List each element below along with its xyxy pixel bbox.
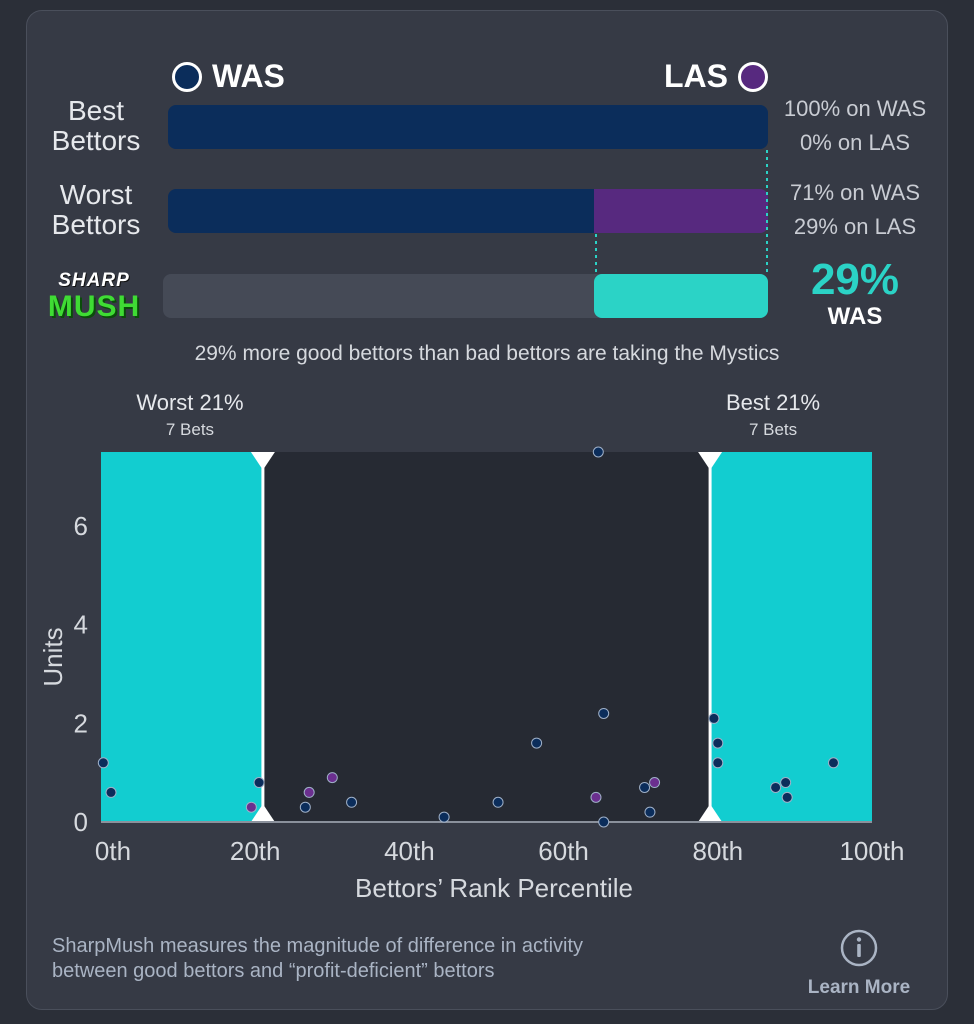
region-title-0: Worst 21% [136,390,243,415]
sharpmush-value-bar [594,274,768,318]
data-point-was [531,737,543,749]
region-marker-bottom-0 [250,804,275,822]
sharpmush-value: 29% WAS [790,256,920,330]
sharpmush-percent: 29% [810,255,900,304]
data-point-was [598,816,610,828]
best-bettors-label: Best Bettors [26,96,166,156]
data-point-was [827,757,839,769]
region-marker-top-0 [250,452,275,470]
home-team-dot [172,61,202,92]
worst-home-pct: 71% on WAS [789,180,921,205]
data-point-was [644,806,656,818]
worst-label-line1: Worst [59,179,133,210]
worst-bettors-label: Worst Bettors [26,180,166,240]
region-subtitle-1: 7 Bets [749,420,797,439]
best-bettors-home-bar [168,105,768,149]
data-point-was [97,757,109,769]
data-point-was [712,737,724,749]
data-point-was [438,811,450,823]
footer-line2: between good bettors and “profit-deficie… [52,960,495,982]
data-point-was [781,791,793,803]
data-point-was [708,712,720,724]
best-label-line1: Best [67,95,125,126]
region-best [710,452,872,822]
sharpmush-logo: SHARP MUSH [34,270,154,322]
logo-mush-text: MUSH [47,290,141,323]
sharpmush-team: WAS [827,303,883,330]
data-point-was [492,796,504,808]
data-point-was [105,786,117,798]
x-tick-label: 40th [384,836,435,866]
worst-label-line2: Bettors [51,209,141,240]
data-point-las [303,786,315,798]
region-title-1: Best 21% [726,390,820,415]
rank-scatter-chart: Worst 21% 7 Bets Best 21% 7 Bets 0th 20th 40th… [38,390,905,903]
x-axis-label: Bettors’ Rank Percentile [355,873,633,903]
y-tick-label: 6 [74,511,88,541]
data-point-las [326,772,338,784]
away-team-dot [738,61,768,92]
data-point-was [346,796,358,808]
x-tick-label: 20th [230,836,281,866]
x-tick-label: 100th [839,836,904,866]
worst-bettors-pcts: 71% on WAS 29% on LAS [770,176,940,244]
learn-more-label: Learn More [807,977,911,998]
data-point-was [639,781,651,793]
region-subtitle-0: 7 Bets [166,420,214,439]
data-point-was [712,757,724,769]
footer-description: SharpMush measures the magnitude of diff… [52,934,772,984]
data-point-was [299,801,311,813]
data-point-las [649,777,661,789]
data-point-was [592,446,604,458]
x-tick-label: 60th [538,836,589,866]
summary-text: 29% more good bettors than bad bettors a… [194,342,780,365]
logo-sharp-text: SHARP [58,270,130,291]
home-team-header: WAS [172,58,285,95]
data-point-was [780,777,792,789]
data-point-was [770,781,782,793]
y-axis-label: Units [38,627,68,686]
region-marker-top-1 [698,452,723,470]
worst-away-pct: 29% on LAS [793,214,917,239]
y-tick-label: 4 [74,610,88,640]
away-team-abbr: LAS [664,58,728,94]
x-tick-label: 80th [692,836,743,866]
worst-bettors-away-bar [594,189,768,233]
y-tick-label: 0 [74,807,88,837]
x-tick-label: 0th [95,836,131,866]
footer-line1: SharpMush measures the magnitude of diff… [52,935,584,957]
home-team-abbr: WAS [212,58,285,94]
info-icon [840,929,878,967]
away-team-header: LAS [664,58,768,95]
data-point-was [598,707,610,719]
region-worst [101,452,263,822]
data-point-las [590,791,602,803]
best-away-pct: 0% on LAS [799,130,911,155]
learn-more-button[interactable]: Learn More [800,928,918,999]
y-tick-label: 2 [74,708,88,738]
best-label-line2: Bettors [51,125,141,156]
worst-bettors-home-bar [168,189,594,233]
region-marker-bottom-1 [698,804,723,822]
best-home-pct: 100% on WAS [783,96,927,121]
best-bettors-pcts: 100% on WAS 0% on LAS [770,92,940,160]
data-point-las [245,801,257,813]
data-point-was [253,777,265,789]
